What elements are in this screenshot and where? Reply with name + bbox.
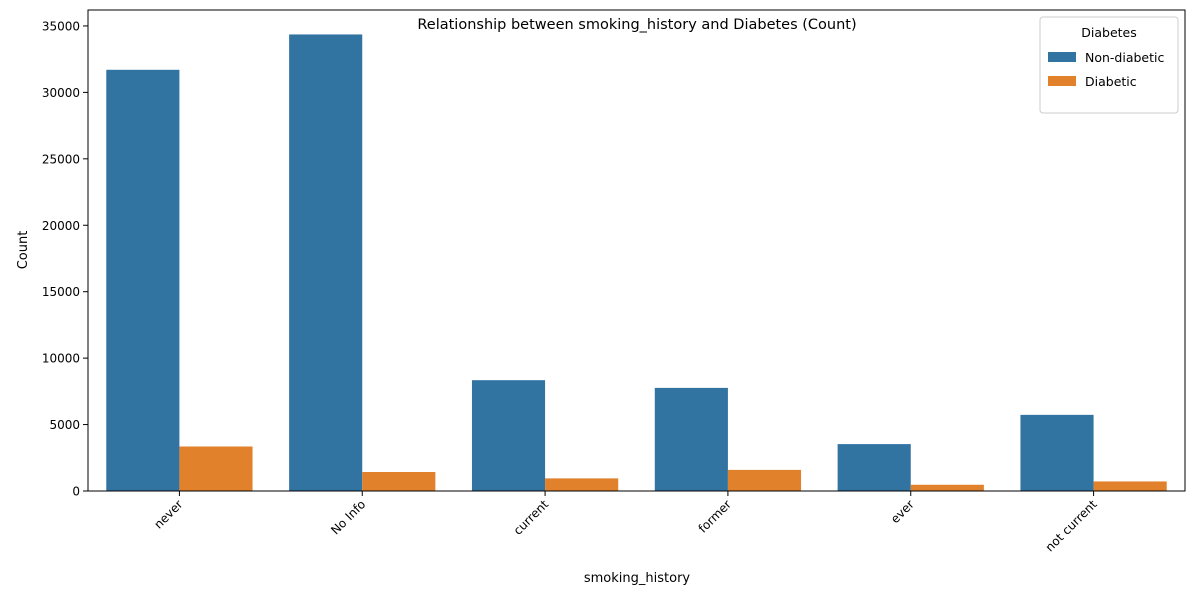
y-tick-label: 15000 xyxy=(42,285,80,299)
x-tick-label: former xyxy=(696,497,734,535)
bars-layer xyxy=(106,34,1167,492)
y-tick-label: 25000 xyxy=(42,152,80,166)
bar-non-diabetic-ever xyxy=(837,444,911,491)
y-tick-label: 0 xyxy=(72,485,80,499)
y-tick-label: 5000 xyxy=(49,418,80,432)
plot-frame xyxy=(87,9,1186,492)
bar-non-diabetic-never xyxy=(106,69,180,491)
x-axis: never No Info current former ever not current xyxy=(151,491,1100,554)
legend-label: Non-diabetic xyxy=(1085,50,1164,65)
x-tick-label: never xyxy=(151,497,185,531)
bar-diabetic-current xyxy=(545,478,619,491)
bar-non-diabetic-former xyxy=(654,387,728,491)
bar-diabetic-no-info xyxy=(362,471,436,491)
chart-title: Relationship between smoking_history and… xyxy=(417,17,856,33)
legend-title: Diabetes xyxy=(1081,25,1137,40)
bar-diabetic-not-current xyxy=(1093,481,1167,491)
legend-label: Diabetic xyxy=(1085,74,1137,89)
bar-diabetic-never xyxy=(179,446,253,491)
y-axis: 0 5000 10000 15000 20000 25000 30000 35000 xyxy=(42,19,88,499)
bar-non-diabetic-no-info xyxy=(289,34,363,492)
legend-swatch xyxy=(1048,76,1076,86)
legend-box xyxy=(1039,16,1179,114)
x-tick-label: ever xyxy=(888,497,917,526)
legend: Diabetes Non-diabetic Diabetic xyxy=(1039,16,1179,114)
bar-diabetic-ever xyxy=(910,484,984,491)
y-tick-label: 10000 xyxy=(42,352,80,366)
x-tick-label: No Info xyxy=(328,497,368,537)
x-tick-label: current xyxy=(511,497,552,538)
y-axis-label: Count xyxy=(16,231,31,270)
bar-non-diabetic-not-current xyxy=(1020,414,1094,491)
x-tick-label: not current xyxy=(1043,497,1100,554)
y-tick-label: 20000 xyxy=(42,219,80,233)
bar-non-diabetic-current xyxy=(471,380,546,491)
legend-swatch xyxy=(1048,52,1076,62)
bar-diabetic-former xyxy=(727,469,802,491)
y-tick-label: 30000 xyxy=(42,86,80,100)
y-tick-label: 35000 xyxy=(42,19,80,33)
x-axis-label: smoking_history xyxy=(584,571,691,586)
